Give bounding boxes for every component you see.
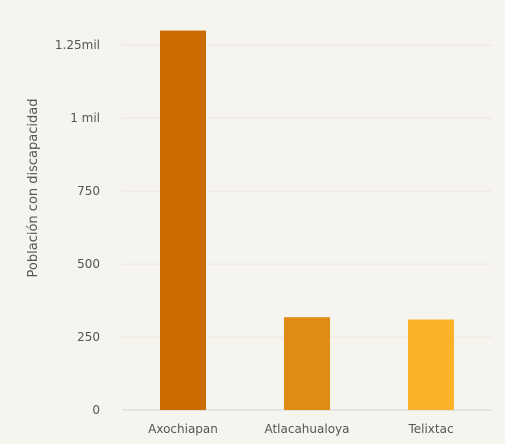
y-tick-label: 1.25mil	[55, 38, 100, 52]
y-tick-label: 500	[77, 257, 100, 271]
x-axis-ticks: Axochiapan Atlacahualoya Telixtac	[148, 422, 453, 436]
y-axis-label: Población con discapacidad	[26, 99, 41, 278]
y-tick-label: 750	[77, 184, 100, 198]
bars	[160, 30, 454, 411]
x-tick-label: Atlacahualoya	[264, 422, 349, 436]
y-tick-label: 250	[77, 330, 100, 344]
bar-telixtac	[408, 319, 454, 410]
bar-atlacahualoya	[284, 317, 330, 410]
bar-axochiapan	[160, 30, 206, 411]
y-tick-label: 0	[92, 403, 100, 417]
x-tick-label: Axochiapan	[148, 422, 218, 436]
x-tick-label: Telixtac	[407, 422, 453, 436]
y-tick-label: 1 mil	[70, 111, 100, 125]
y-axis-ticks: 0 250 500 750 1 mil 1.25mil	[55, 38, 100, 417]
